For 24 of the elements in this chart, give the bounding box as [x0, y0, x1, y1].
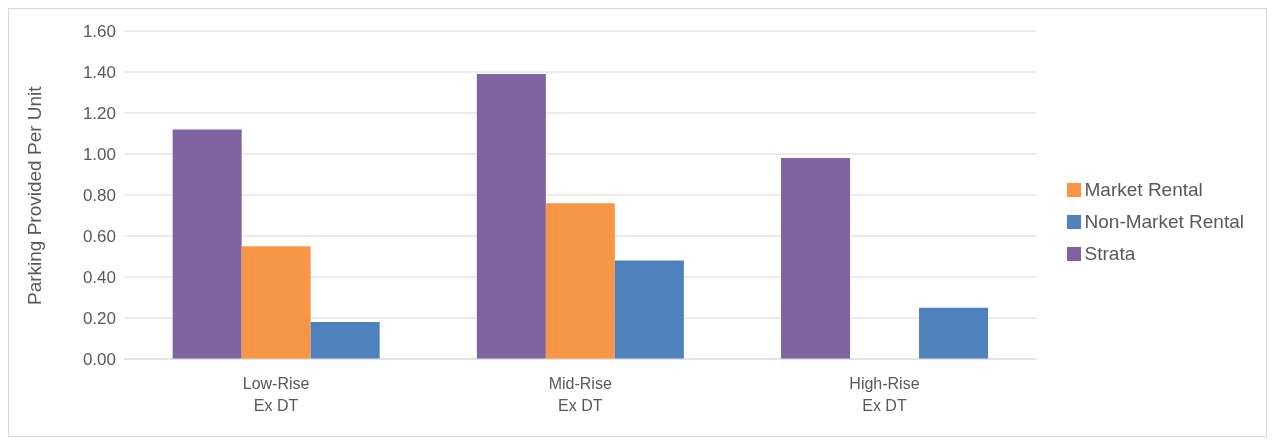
x-tick-label: Low-Rise Ex DT — [242, 375, 310, 414]
y-axis-title: Parking Provided Per Unit — [23, 85, 45, 305]
y-tick-label: 0.20 — [82, 309, 116, 329]
bar — [781, 158, 851, 359]
y-tick-label: 0.60 — [82, 227, 116, 247]
bar — [241, 246, 311, 359]
bar — [614, 260, 684, 359]
y-tick-label: 1.00 — [82, 145, 116, 165]
x-tick-label: Mid-Rise Ex DT — [548, 375, 612, 414]
y-tick-label: 0.40 — [82, 268, 116, 288]
legend-label: Market Rental — [1084, 178, 1203, 200]
bar — [545, 203, 615, 359]
bar — [310, 322, 380, 359]
bar — [476, 74, 546, 359]
y-tick-label: 1.20 — [82, 104, 116, 124]
y-tick-label: 0.80 — [82, 186, 116, 206]
x-tick-label: High-Rise Ex DT — [849, 375, 920, 414]
y-tick-label: 1.60 — [82, 22, 116, 42]
y-tick-label: 1.40 — [82, 63, 116, 83]
y-tick-label: 0.00 — [82, 350, 116, 370]
bar — [172, 129, 242, 359]
bar — [919, 307, 989, 359]
legend-label: Strata — [1084, 242, 1136, 264]
legend-label: Non-Market Rental — [1084, 210, 1244, 232]
